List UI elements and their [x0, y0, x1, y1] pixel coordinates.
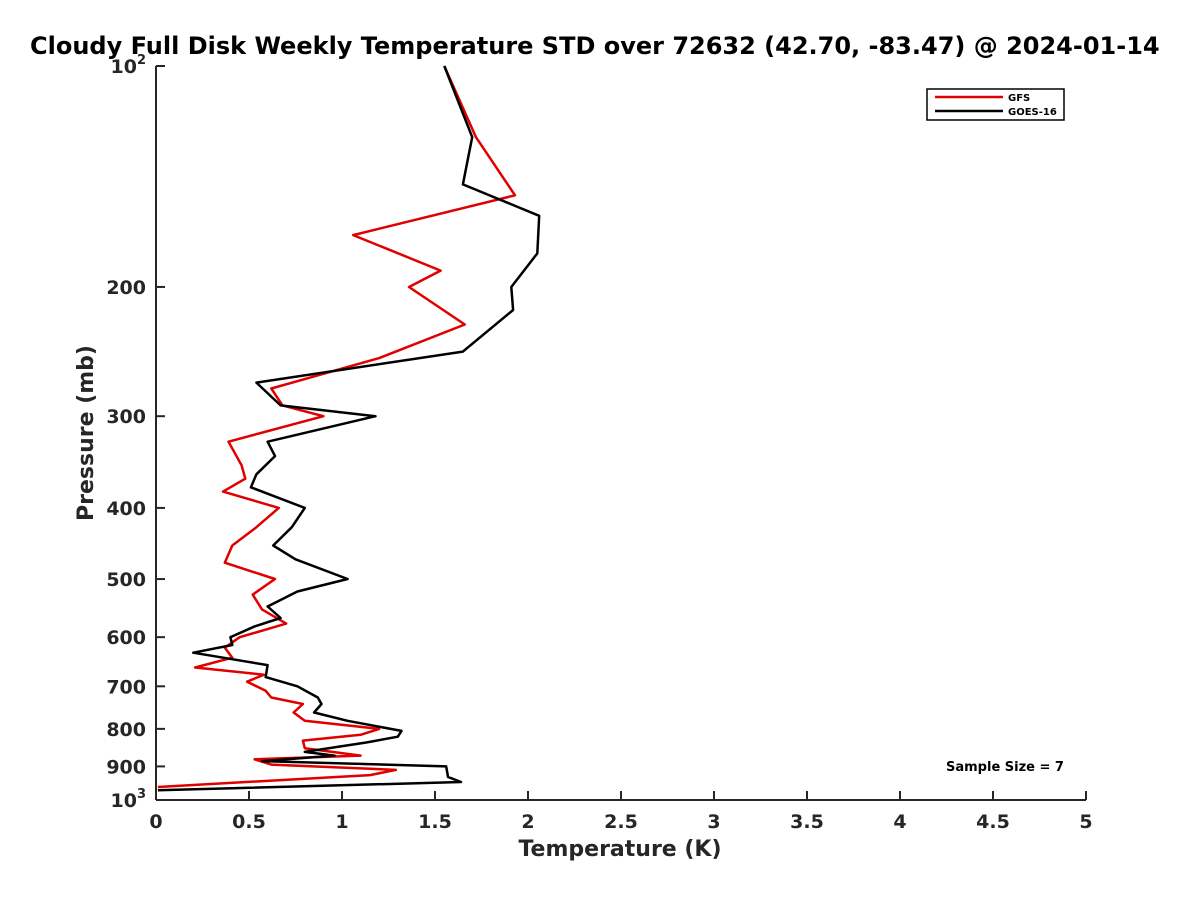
axes: 0 0.5 1 1.5 2 2.5 3 3.5 4 4.5 5 102 200 300 400 500 600 7…: [106, 53, 1092, 833]
sample-size-annotation: Sample Size = 7: [946, 760, 1064, 775]
y-tick-label: 102: [111, 53, 147, 78]
y-tick-label: 900: [106, 756, 146, 778]
y-tick-label: 600: [106, 627, 146, 649]
x-tick-label: 2: [521, 811, 534, 833]
x-axis-label: Temperature (K): [518, 837, 721, 862]
x-tick-label: 4: [893, 811, 906, 833]
chart-title: Cloudy Full Disk Weekly Temperature STD …: [30, 32, 1160, 60]
plot-series: [157, 65, 541, 792]
x-tick-label: 3: [707, 811, 720, 833]
x-tick-label: 0: [149, 811, 162, 833]
legend-label-goes-16: GOES-16: [1008, 107, 1057, 118]
x-tick-label: 1: [335, 811, 348, 833]
series-line-goes-16: [157, 65, 541, 792]
legend-label-gfs: GFS: [1008, 93, 1030, 104]
x-tick-label: 0.5: [232, 811, 266, 833]
legend-box: [926, 88, 1065, 121]
x-tick-label: 4.5: [976, 811, 1010, 833]
y-tick-label: 300: [106, 406, 146, 428]
y-tick-label: 500: [106, 569, 146, 591]
x-tick-label: 5: [1079, 811, 1092, 833]
x-tick-label: 1.5: [418, 811, 452, 833]
y-tick-label: 103: [111, 787, 147, 812]
series-line-gfs: [157, 65, 517, 789]
x-tick-label: 2.5: [604, 811, 638, 833]
legend: GFS GOES-16: [926, 88, 1065, 121]
y-tick-label: 200: [106, 277, 146, 299]
y-tick-label: 700: [106, 676, 146, 698]
x-tick-label: 3.5: [790, 811, 824, 833]
y-axis-label: Pressure (mb): [74, 345, 99, 521]
y-tick-label: 800: [106, 719, 146, 741]
y-tick-label: 400: [106, 498, 146, 520]
